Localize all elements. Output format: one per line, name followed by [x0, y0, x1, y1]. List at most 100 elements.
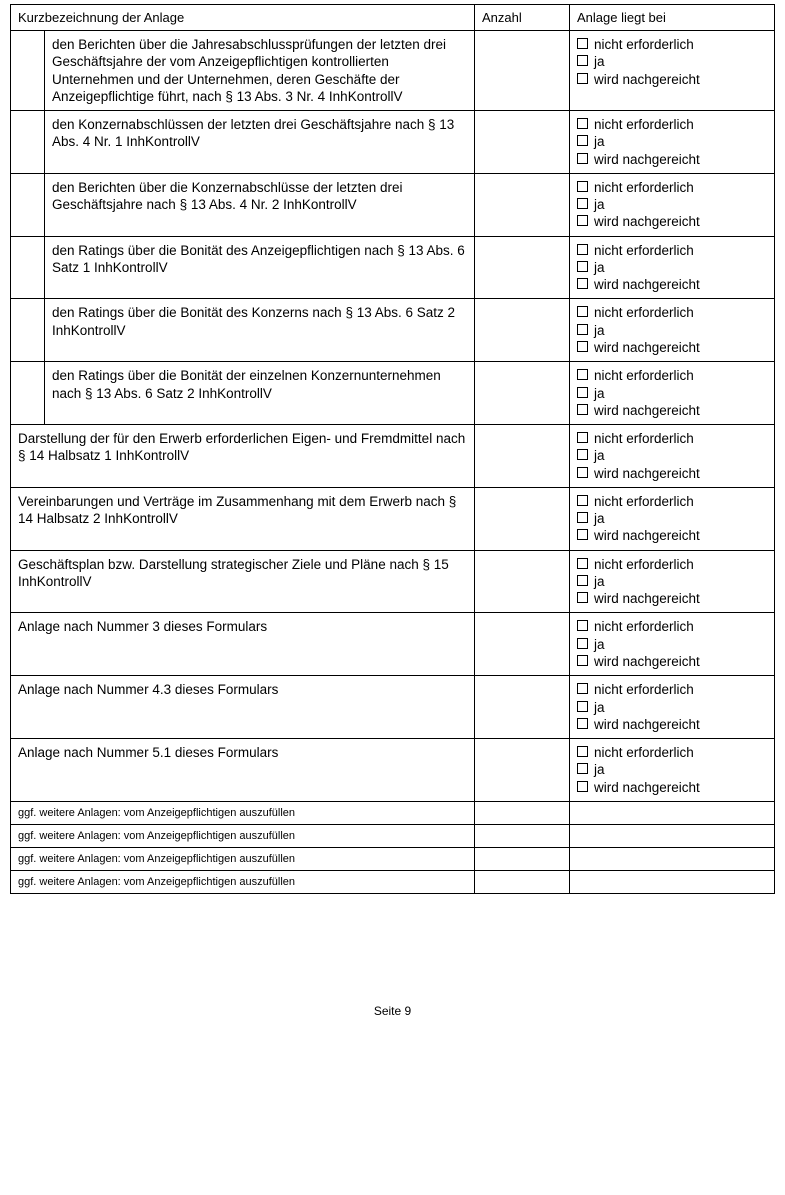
- checkbox-icon[interactable]: [577, 620, 588, 631]
- checkbox-icon[interactable]: [577, 638, 588, 649]
- checkbox-icon[interactable]: [577, 781, 588, 792]
- option-nicht-erforderlich[interactable]: nicht erforderlich: [577, 493, 767, 510]
- option-wird-nachgereicht[interactable]: wird nachgereicht: [577, 151, 767, 168]
- option-ja[interactable]: ja: [577, 761, 767, 778]
- option-wird-nachgereicht[interactable]: wird nachgereicht: [577, 402, 767, 419]
- anzahl-cell[interactable]: [475, 870, 570, 893]
- checkbox-icon[interactable]: [577, 278, 588, 289]
- checkbox-icon[interactable]: [577, 763, 588, 774]
- option-wird-nachgereicht[interactable]: wird nachgereicht: [577, 653, 767, 670]
- option-label: nicht erforderlich: [594, 304, 694, 321]
- checkbox-icon[interactable]: [577, 73, 588, 84]
- checkbox-icon[interactable]: [577, 244, 588, 255]
- checkbox-icon[interactable]: [577, 512, 588, 523]
- option-nicht-erforderlich[interactable]: nicht erforderlich: [577, 367, 767, 384]
- description-text: den Konzernabschlüssen der letzten drei …: [52, 116, 467, 151]
- checkbox-icon[interactable]: [577, 387, 588, 398]
- anzahl-cell[interactable]: [475, 425, 570, 488]
- option-ja[interactable]: ja: [577, 259, 767, 276]
- option-nicht-erforderlich[interactable]: nicht erforderlich: [577, 242, 767, 259]
- checkbox-icon[interactable]: [577, 135, 588, 146]
- anzahl-cell[interactable]: [475, 801, 570, 824]
- indent-cell: [11, 236, 45, 299]
- checkbox-icon[interactable]: [577, 324, 588, 335]
- anzahl-cell[interactable]: [475, 362, 570, 425]
- checkbox-icon[interactable]: [577, 153, 588, 164]
- checkbox-icon[interactable]: [577, 701, 588, 712]
- checkbox-icon[interactable]: [577, 529, 588, 540]
- option-wird-nachgereicht[interactable]: wird nachgereicht: [577, 527, 767, 544]
- checkbox-icon[interactable]: [577, 215, 588, 226]
- option-wird-nachgereicht[interactable]: wird nachgereicht: [577, 465, 767, 482]
- option-nicht-erforderlich[interactable]: nicht erforderlich: [577, 556, 767, 573]
- blank-description-cell[interactable]: ggf. weitere Anlagen: vom Anzeigepflicht…: [11, 824, 475, 847]
- anzahl-cell[interactable]: [475, 676, 570, 739]
- option-wird-nachgereicht[interactable]: wird nachgereicht: [577, 590, 767, 607]
- anzahl-cell[interactable]: [475, 824, 570, 847]
- anzahl-cell[interactable]: [475, 550, 570, 613]
- option-nicht-erforderlich[interactable]: nicht erforderlich: [577, 744, 767, 761]
- checkbox-icon[interactable]: [577, 449, 588, 460]
- options-cell-blank[interactable]: [570, 847, 775, 870]
- options-cell-blank[interactable]: [570, 801, 775, 824]
- option-wird-nachgereicht[interactable]: wird nachgereicht: [577, 339, 767, 356]
- option-ja[interactable]: ja: [577, 322, 767, 339]
- option-nicht-erforderlich[interactable]: nicht erforderlich: [577, 618, 767, 635]
- option-ja[interactable]: ja: [577, 196, 767, 213]
- anzahl-cell[interactable]: [475, 487, 570, 550]
- blank-description-cell[interactable]: ggf. weitere Anlagen: vom Anzeigepflicht…: [11, 801, 475, 824]
- checkbox-icon[interactable]: [577, 369, 588, 380]
- anzahl-cell[interactable]: [475, 31, 570, 111]
- option-wird-nachgereicht[interactable]: wird nachgereicht: [577, 71, 767, 88]
- option-wird-nachgereicht[interactable]: wird nachgereicht: [577, 716, 767, 733]
- checkbox-icon[interactable]: [577, 467, 588, 478]
- blank-description-cell[interactable]: ggf. weitere Anlagen: vom Anzeigepflicht…: [11, 847, 475, 870]
- checkbox-icon[interactable]: [577, 746, 588, 757]
- checkbox-icon[interactable]: [577, 55, 588, 66]
- option-ja[interactable]: ja: [577, 447, 767, 464]
- anzahl-cell[interactable]: [475, 613, 570, 676]
- anzahl-cell[interactable]: [475, 299, 570, 362]
- options-cell-blank[interactable]: [570, 824, 775, 847]
- blank-description-cell[interactable]: ggf. weitere Anlagen: vom Anzeigepflicht…: [11, 870, 475, 893]
- option-ja[interactable]: ja: [577, 699, 767, 716]
- option-nicht-erforderlich[interactable]: nicht erforderlich: [577, 304, 767, 321]
- checkbox-icon[interactable]: [577, 575, 588, 586]
- table-header-row: Kurzbezeichnung der AnlageAnzahlAnlage l…: [11, 5, 775, 31]
- option-nicht-erforderlich[interactable]: nicht erforderlich: [577, 430, 767, 447]
- checkbox-icon[interactable]: [577, 38, 588, 49]
- option-ja[interactable]: ja: [577, 133, 767, 150]
- option-ja[interactable]: ja: [577, 573, 767, 590]
- checkbox-icon[interactable]: [577, 181, 588, 192]
- checkbox-icon[interactable]: [577, 432, 588, 443]
- anzahl-cell[interactable]: [475, 111, 570, 174]
- checkbox-icon[interactable]: [577, 341, 588, 352]
- anzahl-cell[interactable]: [475, 173, 570, 236]
- option-nicht-erforderlich[interactable]: nicht erforderlich: [577, 681, 767, 698]
- option-ja[interactable]: ja: [577, 636, 767, 653]
- checkbox-icon[interactable]: [577, 683, 588, 694]
- option-ja[interactable]: ja: [577, 510, 767, 527]
- options-cell-blank[interactable]: [570, 870, 775, 893]
- checkbox-icon[interactable]: [577, 495, 588, 506]
- checkbox-icon[interactable]: [577, 592, 588, 603]
- checkbox-icon[interactable]: [577, 558, 588, 569]
- option-nicht-erforderlich[interactable]: nicht erforderlich: [577, 116, 767, 133]
- checkbox-icon[interactable]: [577, 404, 588, 415]
- checkbox-icon[interactable]: [577, 261, 588, 272]
- checkbox-icon[interactable]: [577, 718, 588, 729]
- checkbox-icon[interactable]: [577, 198, 588, 209]
- option-wird-nachgereicht[interactable]: wird nachgereicht: [577, 276, 767, 293]
- checkbox-icon[interactable]: [577, 118, 588, 129]
- anzahl-cell[interactable]: [475, 739, 570, 802]
- option-wird-nachgereicht[interactable]: wird nachgereicht: [577, 779, 767, 796]
- checkbox-icon[interactable]: [577, 306, 588, 317]
- option-ja[interactable]: ja: [577, 53, 767, 70]
- checkbox-icon[interactable]: [577, 655, 588, 666]
- anzahl-cell[interactable]: [475, 847, 570, 870]
- anzahl-cell[interactable]: [475, 236, 570, 299]
- option-ja[interactable]: ja: [577, 385, 767, 402]
- option-nicht-erforderlich[interactable]: nicht erforderlich: [577, 36, 767, 53]
- option-wird-nachgereicht[interactable]: wird nachgereicht: [577, 213, 767, 230]
- option-nicht-erforderlich[interactable]: nicht erforderlich: [577, 179, 767, 196]
